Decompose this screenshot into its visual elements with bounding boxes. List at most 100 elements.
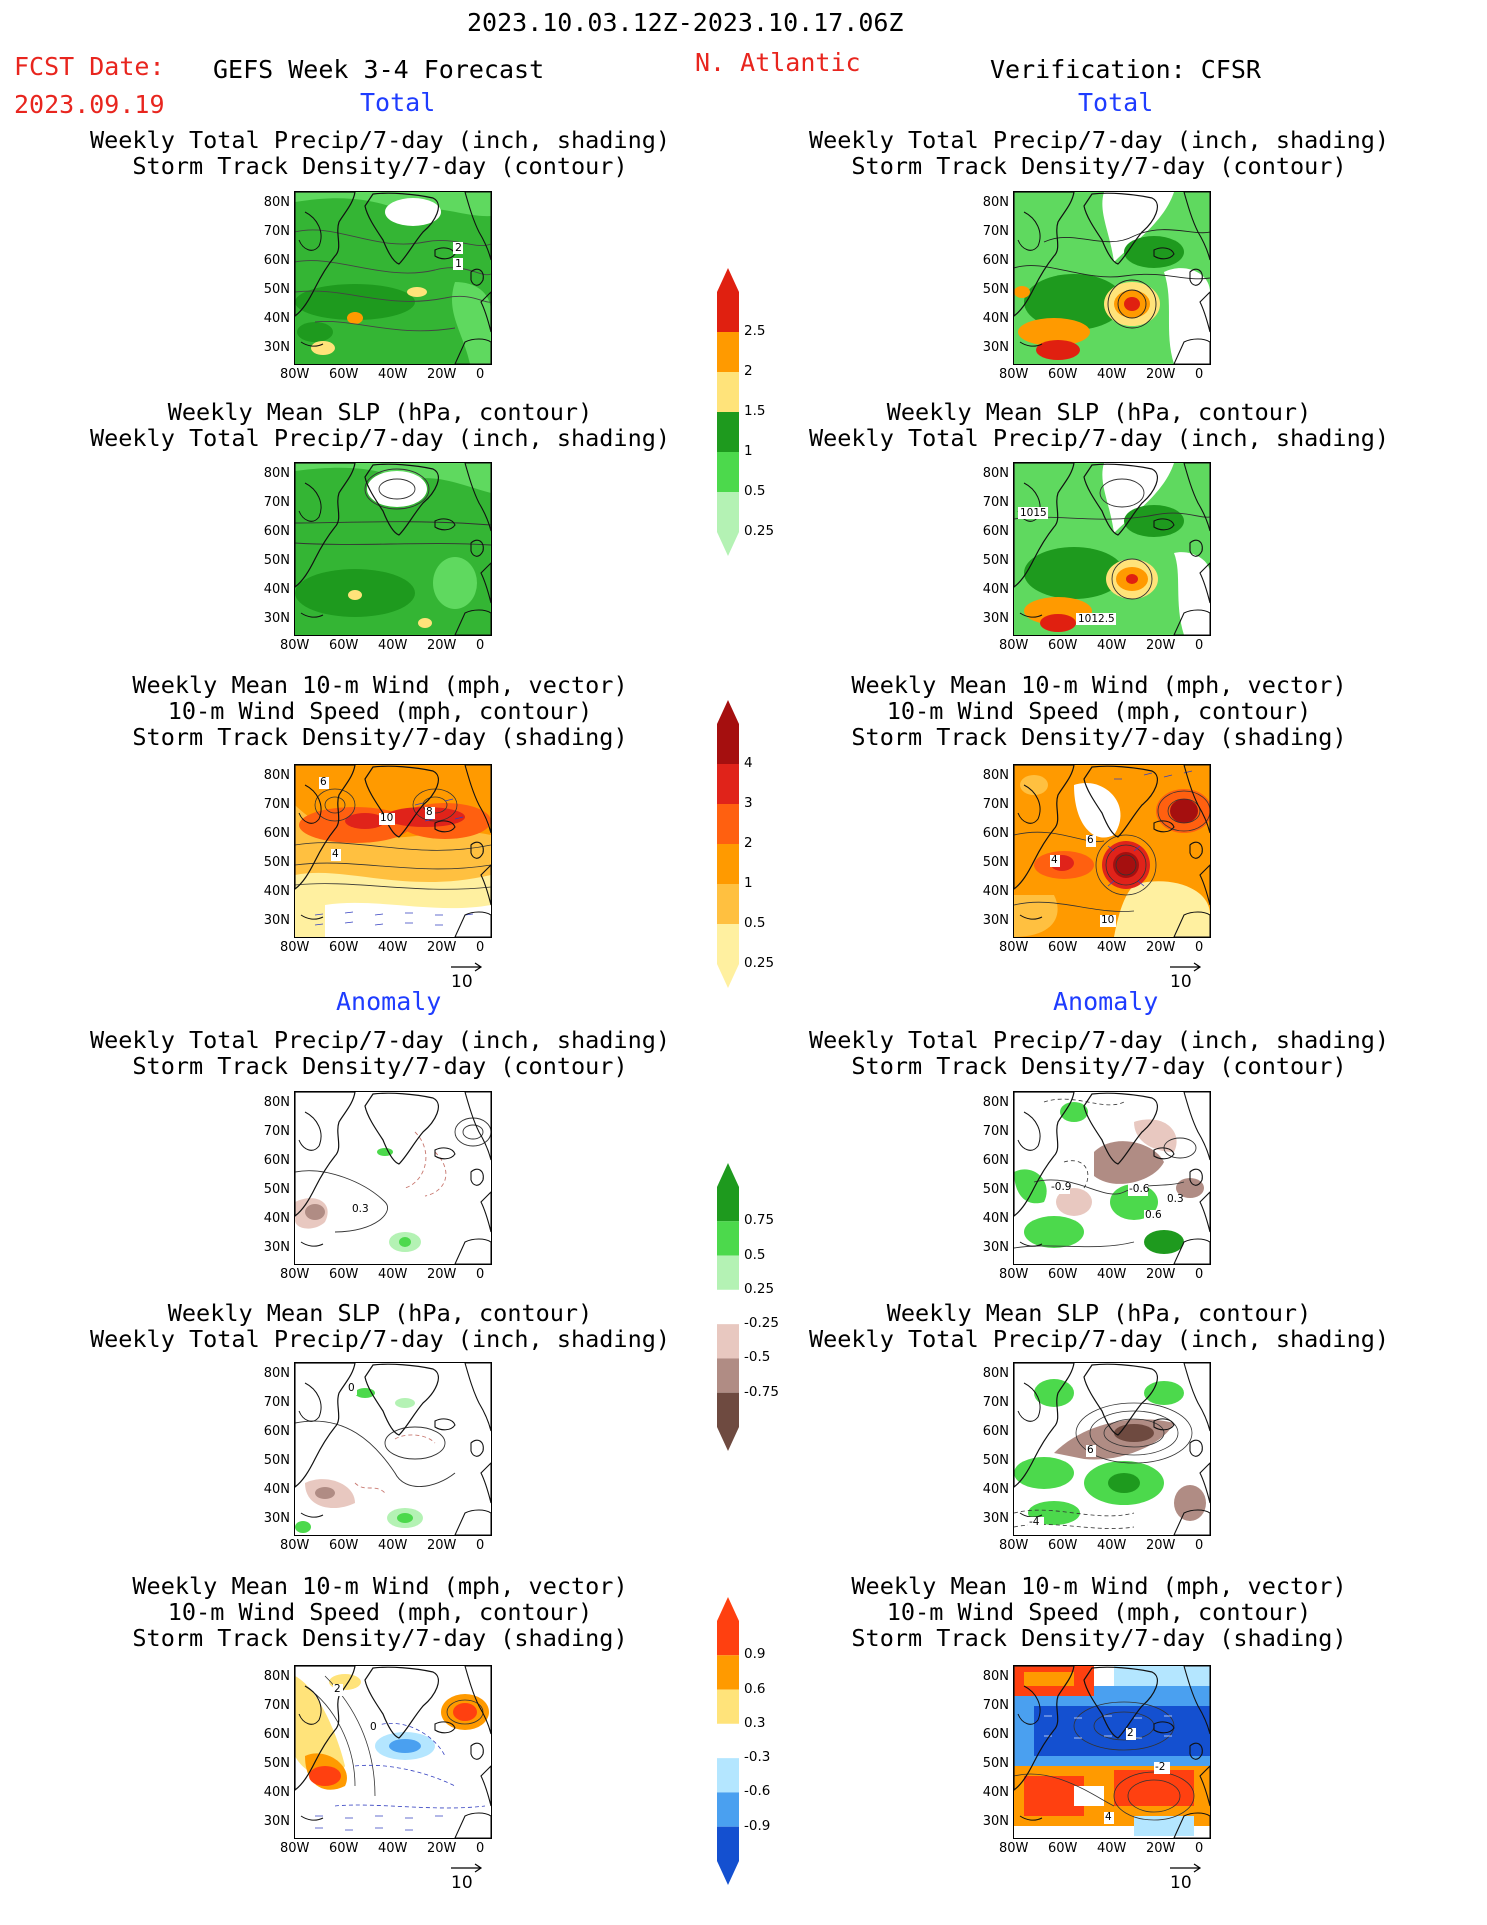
lat-tick-label: 30N xyxy=(263,340,290,355)
colorbar-extend-bottom xyxy=(717,1427,739,1451)
lon-tick-label: 20W xyxy=(1146,638,1176,653)
title-line-2: 10-m Wind Speed (mph, contour) xyxy=(886,1598,1312,1626)
colorbar-swatch xyxy=(717,412,739,452)
lon-tick-label: 40W xyxy=(378,940,408,955)
lat-tick-label: 40N xyxy=(982,311,1009,326)
lon-tick-label: 0 xyxy=(1195,940,1204,955)
lon-tick-label: 60W xyxy=(1048,940,1078,955)
lon-tick-label: 60W xyxy=(329,1841,359,1856)
lat-tick-label: 40N xyxy=(263,884,290,899)
colorbar-tick-label: -0.6 xyxy=(744,1783,771,1800)
contour-label: 6 xyxy=(320,776,327,788)
lon-tick-label: 60W xyxy=(1048,367,1078,382)
lat-tick-label: 80N xyxy=(982,195,1009,210)
lat-tick-label: 70N xyxy=(982,1698,1009,1713)
colorbar-tick-label: 1 xyxy=(744,443,753,459)
map-obs-slp-precip-anom: 6 -4 xyxy=(1013,1362,1211,1536)
section-total-left: Total xyxy=(360,88,436,117)
colorbar-swatch xyxy=(717,1324,739,1359)
lon-tick-label: 40W xyxy=(1097,367,1127,382)
colorbar-tick-label: 0.3 xyxy=(744,1714,766,1731)
lat-tick-label: 50N xyxy=(263,553,290,568)
lon-tick-label: 0 xyxy=(476,367,485,382)
title-line-2: Storm Track Density/7-day (contour) xyxy=(132,152,628,180)
lon-tick-label: 60W xyxy=(329,367,359,382)
map-fcst-slp-precip-anom: 0 xyxy=(294,1362,492,1536)
lat-tick-label: 40N xyxy=(263,1211,290,1226)
colorbar-tick-label: 0.25 xyxy=(744,523,775,539)
colorbar-tick-label: 4 xyxy=(744,755,753,771)
lon-tick-label: 40W xyxy=(378,367,408,382)
colorbar-tick-label: 0.9 xyxy=(744,1646,766,1663)
lon-tick-label: 20W xyxy=(427,940,457,955)
lat-tick-label: 60N xyxy=(263,1727,290,1742)
lat-tick-label: 70N xyxy=(982,797,1009,812)
lat-tick-label: 60N xyxy=(982,1424,1009,1439)
colorbar-precip-anom: 0.75 0.5 0.25 -0.25 -0.5 -0.75 xyxy=(716,1163,779,1453)
lon-tick-label: 60W xyxy=(329,1538,359,1553)
title-line-1: Weekly Mean SLP (hPa, contour) xyxy=(886,1299,1312,1327)
arrow-right-icon xyxy=(1170,962,1202,972)
title-obs-precip-track-total: Weekly Total Precip/7-day (inch, shading… xyxy=(749,127,1449,179)
contour-label: 8 xyxy=(426,806,433,818)
contour-label: 1 xyxy=(455,257,462,270)
lat-tick-label: 40N xyxy=(263,311,290,326)
colorbar-extend-bottom xyxy=(717,532,739,556)
lon-tick-label: 0 xyxy=(1195,1841,1204,1856)
colorbar-swatch xyxy=(717,332,739,372)
colorbar-swatch xyxy=(717,1392,739,1427)
lat-tick-label: 30N xyxy=(982,1240,1009,1255)
lon-tick-label: 20W xyxy=(427,1538,457,1553)
lon-tick-label: 20W xyxy=(1146,1267,1176,1282)
colorbar-tick-label: 0.25 xyxy=(744,1280,775,1297)
title-line-1: Weekly Mean 10-m Wind (mph, vector) xyxy=(132,1572,628,1600)
colorbar-swatch xyxy=(717,492,739,532)
colorbar-tick-label: 0.25 xyxy=(744,955,775,971)
lat-tick-label: 30N xyxy=(263,611,290,626)
colorbar-tick-label: -0.75 xyxy=(744,1383,779,1400)
title-line-2: Storm Track Density/7-day (contour) xyxy=(851,1052,1347,1080)
contour-label: 4 xyxy=(1051,854,1058,866)
lon-tick-label: 80W xyxy=(280,1267,310,1282)
lon-tick-label: 80W xyxy=(999,1841,1029,1856)
colorbar-swatch xyxy=(717,372,739,412)
title-fcst-slp-precip-total: Weekly Mean SLP (hPa, contour) Weekly To… xyxy=(30,399,730,451)
lat-tick-label: 40N xyxy=(982,884,1009,899)
contour-label: -4 xyxy=(1029,1516,1040,1528)
colorbar-tick-label: 1 xyxy=(744,875,753,891)
contour-label: 0 xyxy=(348,1382,355,1394)
lat-tick-label: 60N xyxy=(982,253,1009,268)
title-obs-wind-anom: Weekly Mean 10-m Wind (mph, vector) 10-m… xyxy=(749,1573,1449,1651)
title-line-1: Weekly Mean SLP (hPa, contour) xyxy=(886,398,1312,426)
colorbar-swatch xyxy=(717,1255,739,1290)
lat-tick-label: 50N xyxy=(982,1182,1009,1197)
vector-reference-obs-anom: 10 xyxy=(1170,1863,1202,1893)
lon-tick-label: 60W xyxy=(1048,1267,1078,1282)
colorbar-swatch xyxy=(717,1358,739,1393)
lon-tick-label: 40W xyxy=(1097,1267,1127,1282)
arrow-right-icon xyxy=(451,1863,483,1873)
verification-title: Verification: CFSR xyxy=(990,55,1261,84)
map-fcst-wind-anom: 2 0 xyxy=(294,1665,492,1839)
arrow-right-icon xyxy=(1170,1863,1202,1873)
lat-tick-label: 80N xyxy=(263,1669,290,1684)
title-line-1: Weekly Total Precip/7-day (inch, shading… xyxy=(89,1026,671,1054)
title-line-3: Storm Track Density/7-day (shading) xyxy=(132,1624,628,1652)
arrow-right-icon xyxy=(451,962,483,972)
colorbar-swatch xyxy=(717,1621,739,1656)
vector-reference-label: 10 xyxy=(1170,1873,1192,1893)
vector-reference-label: 10 xyxy=(1170,972,1192,992)
title-obs-slp-precip-total: Weekly Mean SLP (hPa, contour) Weekly To… xyxy=(749,399,1449,451)
lat-tick-label: 30N xyxy=(263,1240,290,1255)
vector-reference-label: 10 xyxy=(451,972,473,992)
fcst-date: 2023.09.19 xyxy=(14,90,165,119)
title-fcst-precip-track-anom: Weekly Total Precip/7-day (inch, shading… xyxy=(30,1027,730,1079)
lon-tick-label: 40W xyxy=(378,638,408,653)
title-fcst-wind-anom: Weekly Mean 10-m Wind (mph, vector) 10-m… xyxy=(30,1573,730,1651)
lon-tick-label: 0 xyxy=(476,1267,485,1282)
lat-tick-label: 50N xyxy=(982,1453,1009,1468)
lon-tick-label: 60W xyxy=(329,940,359,955)
lon-tick-label: 20W xyxy=(1146,1841,1176,1856)
title-obs-wind-total: Weekly Mean 10-m Wind (mph, vector) 10-m… xyxy=(749,672,1449,750)
lat-tick-label: 70N xyxy=(263,797,290,812)
